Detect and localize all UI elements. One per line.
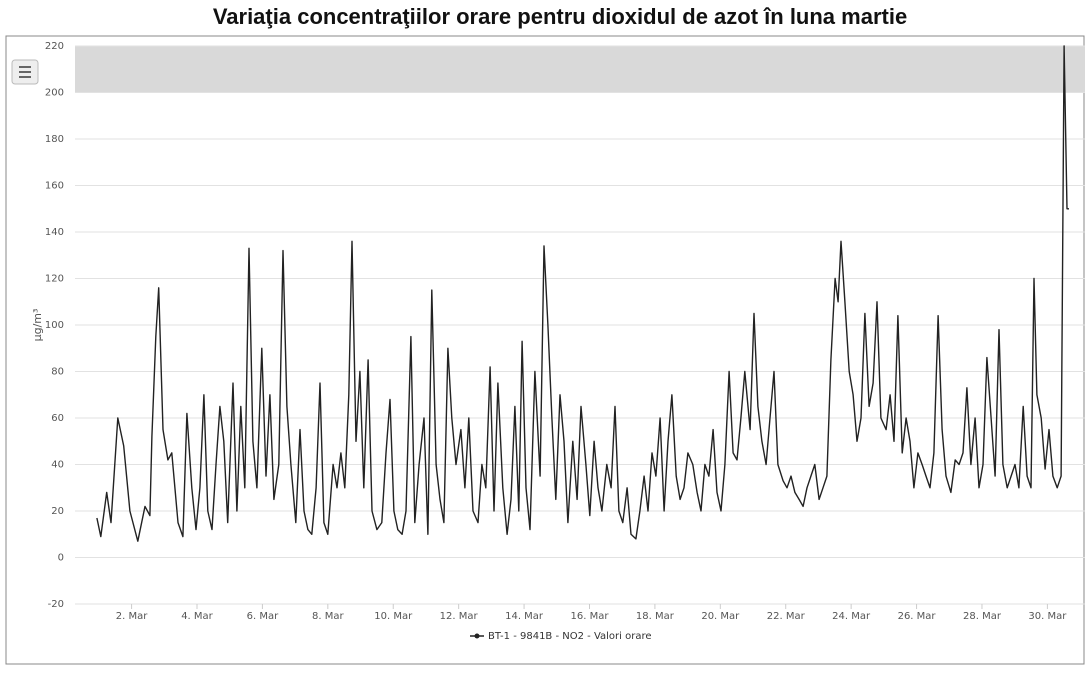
y-tick-label: 20 (51, 506, 64, 517)
x-tick-label: 14. Mar (505, 611, 544, 622)
y-tick-label: -20 (48, 599, 64, 610)
x-tick-label: 20. Mar (701, 611, 740, 622)
y-tick-label: 160 (45, 181, 64, 192)
x-tick-label: 28. Mar (963, 611, 1002, 622)
x-tick-label: 30. Mar (1028, 611, 1067, 622)
y-tick-label: 140 (45, 227, 64, 238)
y-tick-label: 120 (45, 274, 64, 285)
x-tick-label: 22. Mar (767, 611, 806, 622)
menu-icon (19, 66, 31, 78)
x-tick-label: 12. Mar (440, 611, 479, 622)
x-tick-label: 4. Mar (181, 611, 213, 622)
x-tick-label: 6. Mar (247, 611, 279, 622)
plot-band (75, 46, 1085, 93)
y-tick-label: 60 (51, 413, 64, 424)
chart-frame (5, 35, 1085, 665)
y-tick-label: 200 (45, 88, 64, 99)
x-tick-label: 26. Mar (898, 611, 937, 622)
data-line (96, 45, 1069, 542)
x-tick-label: 10. Mar (374, 611, 413, 622)
y-axis-label: µg/m³ (31, 309, 44, 342)
chart-title: Variaţia concentraţiilor orare pentru di… (213, 4, 907, 29)
y-tick-label: 180 (45, 134, 64, 145)
y-tick-label: 40 (51, 460, 64, 471)
y-tick-label: 0 (58, 553, 64, 564)
y-tick-label: 220 (45, 41, 64, 52)
x-tick-label: 24. Mar (832, 611, 871, 622)
legend-marker (474, 633, 480, 639)
y-tick-label: 80 (51, 367, 64, 378)
legend-label: BT-1 - 9841B - NO2 - Valori orare (488, 631, 652, 642)
x-tick-label: 8. Mar (312, 611, 344, 622)
x-tick-label: 18. Mar (636, 611, 675, 622)
x-tick-label: 2. Mar (116, 611, 148, 622)
x-tick-label: 16. Mar (571, 611, 610, 622)
y-tick-label: 100 (45, 320, 64, 331)
